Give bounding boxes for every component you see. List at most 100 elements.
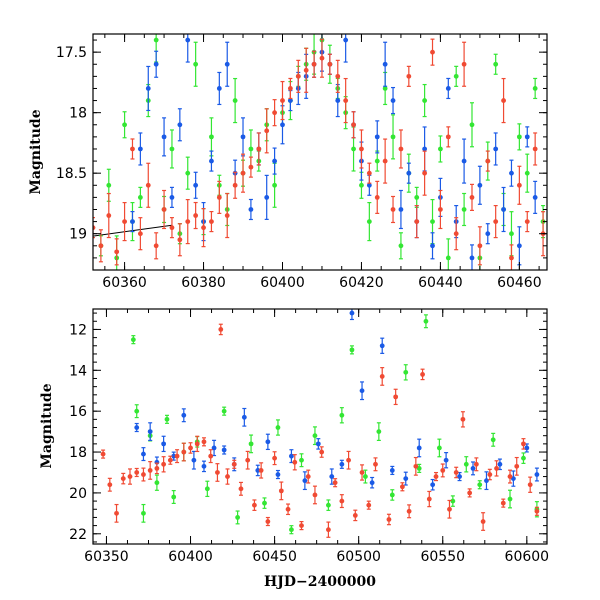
bottom-blue-point	[255, 464, 261, 477]
top-red-point	[201, 208, 206, 248]
top-green-point	[516, 123, 522, 151]
bottom-x-tick-label: 60600	[505, 549, 550, 565]
bottom-y-tick-label: 18	[69, 445, 87, 461]
bottom-blue-point	[484, 471, 489, 491]
bottom-red-point	[453, 466, 459, 479]
top-blue-point	[193, 171, 199, 199]
top-green-point	[209, 117, 214, 157]
bottom-red-point	[420, 368, 425, 381]
top-red-point	[216, 180, 222, 214]
top-red-point	[122, 201, 127, 242]
bottom-green-point	[477, 480, 483, 490]
bottom-blue-point	[510, 470, 516, 487]
bottom-green-point	[141, 503, 146, 523]
bottom-red-point	[147, 461, 153, 480]
bottom-red-point	[460, 411, 466, 428]
bottom-blue-point	[265, 433, 271, 451]
top-blue-point	[485, 223, 491, 245]
bottom-blue-point	[315, 438, 321, 450]
top-x-tick-label: 60420	[339, 275, 384, 291]
top-blue-point	[374, 120, 380, 154]
bottom-blue-point	[339, 459, 345, 469]
bottom-red-point	[393, 388, 399, 406]
top-red-point	[406, 65, 412, 87]
bottom-blue-point	[289, 449, 294, 464]
top-red-point	[248, 156, 254, 178]
top-green-point	[532, 77, 538, 100]
bottom-red-point	[299, 521, 304, 531]
bottom-red-point	[339, 494, 345, 509]
bottom-red-point	[285, 503, 291, 516]
bottom-green-point	[363, 469, 368, 484]
bottom-green-point	[312, 426, 318, 446]
bottom-y-tick-label: 22	[69, 527, 87, 543]
bottom-green-point	[299, 453, 304, 468]
top-blue-point	[161, 117, 167, 157]
bottom-blue-point	[416, 438, 422, 458]
bottom-green-point	[416, 463, 422, 473]
bottom-x-tick-label: 60400	[168, 549, 213, 565]
top-red-point	[130, 138, 135, 160]
top-series-blue	[130, 34, 538, 270]
bottom-blue-point	[379, 337, 385, 354]
bottom-red-point	[386, 513, 392, 526]
top-red-point	[532, 132, 538, 166]
bottom-red-point	[507, 469, 513, 484]
top-red-point	[509, 244, 514, 270]
top-red-point	[303, 47, 309, 93]
top-green-point	[232, 77, 238, 124]
bottom-green-point	[490, 432, 496, 447]
top-red-point	[366, 162, 372, 184]
top-blue-point	[493, 132, 499, 166]
bottom-red-point	[534, 506, 540, 516]
bottom-blue-point	[534, 467, 540, 482]
bottom-series-red	[100, 323, 540, 538]
top-blue-point	[216, 71, 222, 106]
bottom-red-point	[514, 456, 520, 476]
top-green-point	[366, 201, 372, 242]
bottom-blue-point	[181, 408, 187, 423]
bottom-blue-point	[302, 471, 308, 491]
top-red-point	[516, 165, 522, 205]
top-red-point	[438, 189, 443, 230]
bottom-red-point	[487, 468, 493, 481]
bottom-green-point	[134, 404, 140, 419]
bottom-blue-point	[134, 422, 140, 433]
bottom-red-point	[292, 454, 298, 471]
bottom-green-point	[204, 480, 210, 498]
top-red-point	[461, 41, 467, 87]
bottom-red-point	[114, 503, 119, 523]
bottom-x-tick-label: 60450	[252, 549, 297, 565]
bottom-blue-point	[191, 450, 197, 470]
bottom-green-point	[171, 490, 177, 504]
top-blue-point	[532, 180, 538, 214]
bottom-red-point	[352, 509, 358, 522]
top-green-point	[390, 114, 396, 160]
bottom-red-point	[174, 449, 180, 464]
bottom-red-point	[161, 456, 167, 473]
top-green-point	[374, 150, 380, 172]
bottom-green-point	[436, 438, 442, 458]
top-red-point	[374, 180, 380, 214]
top-blue-point	[398, 189, 404, 230]
bottom-series-blue	[134, 309, 540, 491]
bottom-red-point	[238, 481, 244, 496]
bottom-red-point	[194, 435, 200, 453]
bottom-red-point	[141, 467, 146, 482]
top-red-point	[256, 132, 262, 166]
bottom-red-point	[467, 488, 473, 498]
top-blue-point	[177, 108, 183, 142]
bottom-y-tick-label: 12	[69, 322, 87, 338]
top-red-point	[240, 153, 246, 193]
top-green-point	[438, 135, 443, 163]
bottom-green-point	[262, 497, 267, 509]
top-x-tick-label: 60360	[102, 275, 147, 291]
bottom-red-point	[134, 467, 140, 478]
bottom-red-point	[440, 463, 446, 478]
bottom-light-curve-panel: Magnitude HJD−2400000 60350 60400 60450 605…	[39, 308, 550, 590]
top-green-point	[398, 232, 404, 260]
top-red-point	[287, 77, 293, 100]
bottom-green-point	[154, 474, 160, 491]
bottom-red-point	[272, 451, 277, 466]
bottom-red-point	[181, 442, 187, 462]
